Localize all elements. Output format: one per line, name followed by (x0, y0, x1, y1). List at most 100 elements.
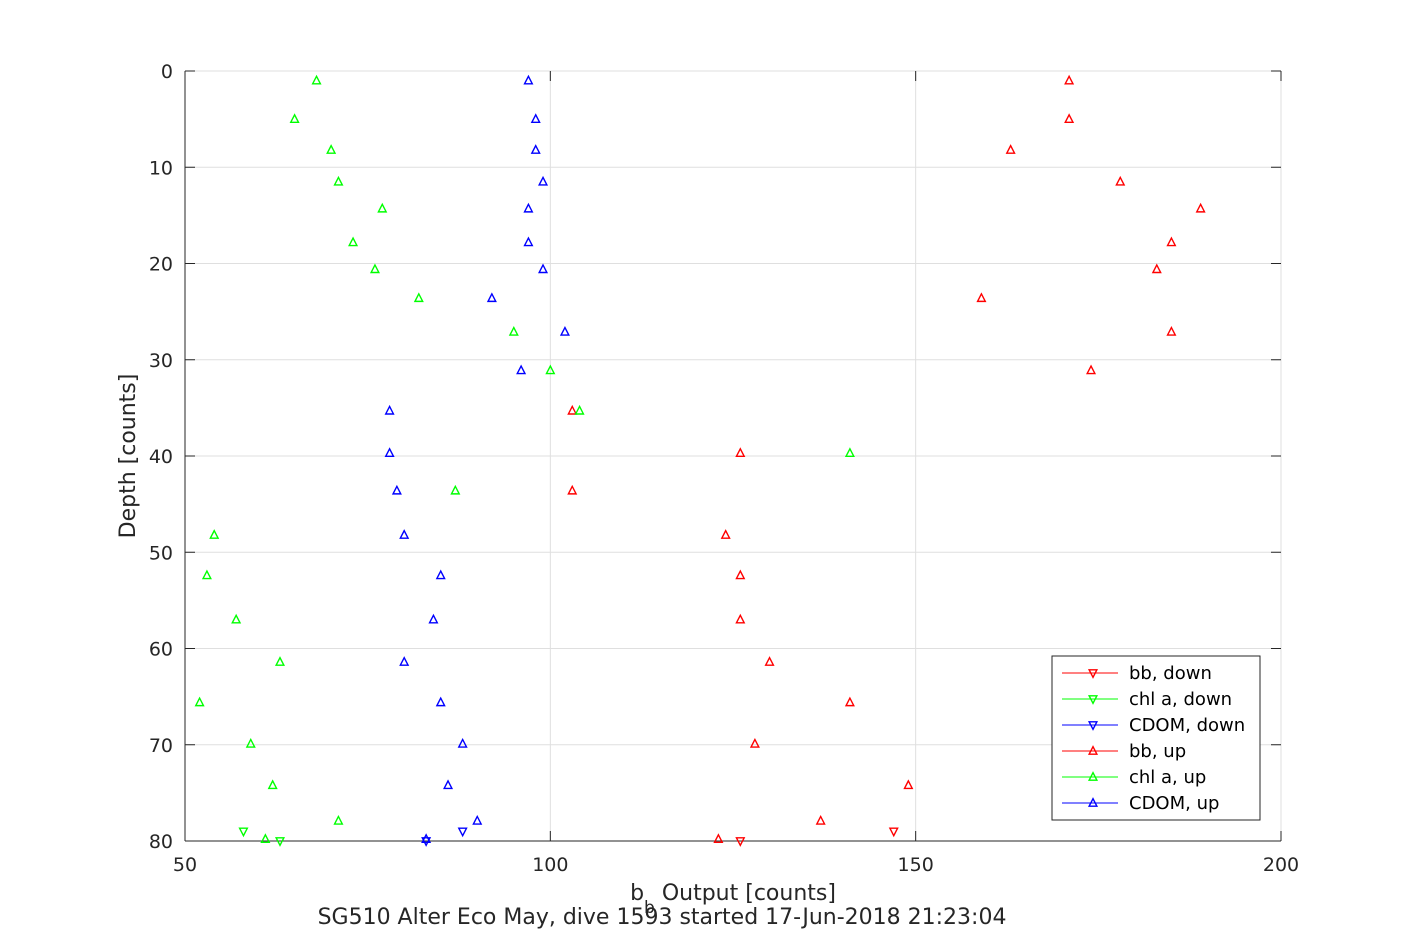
data-point (1064, 74, 1075, 85)
data-point (523, 236, 534, 247)
legend-box (1051, 655, 1261, 821)
y-tick-label: 40 (149, 446, 173, 468)
data-point (377, 202, 388, 213)
data-point (720, 529, 731, 539)
legend: bb, down chl a, down CDOM, down bb, up chl a… (1051, 655, 1261, 821)
data-point (1005, 144, 1016, 154)
data-point (735, 447, 746, 458)
legend-marker (1087, 745, 1099, 755)
data-point (844, 696, 855, 707)
data-point (399, 656, 410, 666)
data-point (1115, 175, 1126, 186)
y-tick-label: 80 (149, 831, 173, 853)
legend-label: chl a, up (1129, 767, 1206, 788)
data-point (888, 827, 899, 838)
legend-marker (1087, 771, 1099, 781)
y-tick-label: 30 (149, 350, 173, 372)
data-point (1064, 113, 1075, 124)
data-point (443, 779, 454, 790)
data-point (735, 613, 746, 624)
data-point (516, 364, 527, 375)
data-point (538, 175, 549, 186)
data-point (428, 613, 439, 624)
grid (184, 70, 1282, 842)
data-point (260, 833, 271, 843)
data-point (435, 569, 446, 580)
data-point (194, 696, 205, 707)
data-point (545, 364, 556, 375)
caption: SG510 Alter Eco May, dive 1593 started 1… (318, 905, 1007, 930)
data-point (567, 404, 578, 415)
x-axis-label-main: b (630, 881, 644, 906)
y-tick-label: 60 (149, 639, 173, 661)
data-point (523, 202, 534, 213)
data-point (457, 827, 468, 838)
data-point (574, 404, 585, 415)
y-axis-label: Depth [counts] (116, 374, 141, 539)
data-point (735, 837, 746, 847)
data-point (435, 696, 446, 707)
data-point (567, 484, 578, 495)
data-point (326, 144, 337, 154)
y-tick-label: 10 (149, 157, 173, 179)
data-point (311, 74, 322, 85)
data-point (735, 569, 746, 580)
data-point (289, 113, 300, 124)
data-point (538, 263, 549, 274)
y-tick-label: 20 (149, 254, 173, 276)
y-tick-label: 70 (149, 735, 173, 757)
x-tick-label: 50 (173, 854, 197, 876)
x-axis-label-subscript: b (644, 898, 655, 918)
data-point (1195, 202, 1206, 213)
data-point (815, 814, 826, 825)
data-point (530, 144, 541, 154)
legend-label: bb, up (1129, 741, 1186, 762)
data-point (209, 529, 220, 539)
data-point (559, 326, 570, 336)
legend-marker (1087, 669, 1099, 679)
data-point (713, 833, 724, 843)
data-point (523, 74, 534, 85)
y-tick-label: 0 (161, 61, 173, 83)
data-point (384, 404, 395, 415)
data-point (1166, 236, 1177, 247)
data-point (399, 529, 410, 539)
data-point (369, 263, 380, 274)
data-point (844, 447, 855, 458)
legend-label: bb, down (1129, 663, 1212, 684)
data-point (413, 292, 424, 303)
x-axis-label-rest: Output [counts] (655, 881, 836, 906)
x-tick-label: 200 (1263, 854, 1299, 876)
data-point (486, 292, 497, 303)
data-point (472, 814, 483, 825)
data-point (333, 814, 344, 825)
data-point (201, 569, 212, 580)
data-point (749, 737, 760, 748)
data-point (421, 833, 432, 843)
data-point (333, 175, 344, 186)
legend-marker (1087, 797, 1099, 807)
data-point (267, 779, 278, 790)
data-point (976, 292, 987, 303)
tick-labels: 50 100 150 200 0 10 20 30 40 50 60 70 80 (149, 61, 1299, 876)
y-tick-label: 50 (149, 542, 173, 564)
legend-label: chl a, down (1129, 689, 1232, 710)
x-axis-label: bb Output [counts] (630, 881, 836, 918)
data-point (1166, 326, 1177, 336)
data-point (1086, 364, 1097, 375)
data-point (903, 779, 914, 790)
data-point (274, 656, 286, 666)
data-point (245, 737, 256, 748)
x-tick-label: 100 (532, 854, 568, 876)
legend-marker (1087, 695, 1099, 705)
axes (184, 70, 1282, 842)
data-point (530, 113, 541, 124)
legend-marker (1087, 721, 1099, 731)
data-point (457, 737, 468, 748)
data-point (450, 484, 461, 495)
data-point (274, 837, 286, 847)
data-point (238, 827, 249, 838)
data-point (384, 447, 395, 458)
data-point (508, 326, 519, 336)
x-tick-label: 150 (898, 854, 934, 876)
